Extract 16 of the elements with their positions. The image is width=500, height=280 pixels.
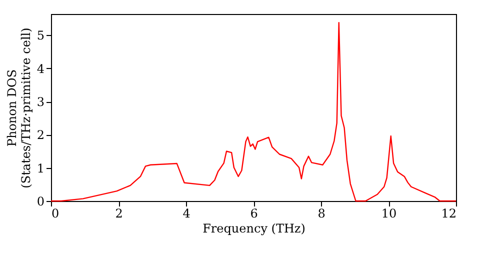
x-tick-label: 8 [318,206,326,220]
x-tick-label: 4 [182,206,191,220]
y-tick-label: 5 [36,28,44,43]
x-tick-label: 0 [52,206,60,220]
x-axis-title: Frequency (THz) [202,222,306,236]
x-tick-label: 2 [115,206,123,220]
y-tick-label: 0 [36,194,44,208]
y-tick-label: 2 [36,128,44,142]
y-axis-title: Phonon DOS (States/THz·primitive cell) [4,28,33,188]
x-tick-label: 10 [381,206,397,220]
y-tick-label: 1 [36,161,44,176]
x-tick-label: 6 [250,206,258,220]
y-tick-label: 3 [36,95,44,110]
line-series [50,22,457,202]
x-tick-label: 12 [441,206,456,220]
y-tick-label: 4 [36,62,45,76]
